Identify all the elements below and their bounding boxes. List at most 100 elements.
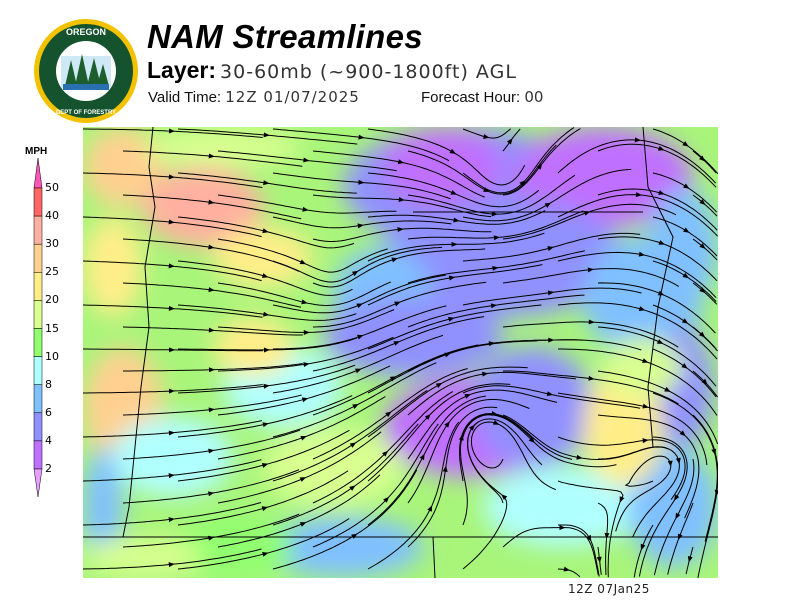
streamline-arrow bbox=[588, 375, 595, 381]
legend-tick: 30 bbox=[45, 237, 59, 251]
legend-swatch-15_20 bbox=[33, 300, 43, 329]
wind-speed-region bbox=[213, 227, 313, 287]
streamline-arrow bbox=[640, 543, 646, 551]
streamline-arrow bbox=[299, 522, 307, 527]
streamline-arrow bbox=[587, 267, 594, 273]
streamline-arrow bbox=[208, 535, 215, 541]
streamline-arrow bbox=[419, 453, 425, 461]
streamline-arrow bbox=[453, 217, 460, 223]
streamline-arrow bbox=[262, 551, 269, 557]
streamline-arrow bbox=[168, 263, 175, 269]
streamline-arrow bbox=[168, 473, 175, 479]
streamline bbox=[557, 568, 581, 578]
legend-swatch-10_15 bbox=[33, 328, 43, 357]
streamline-arrow bbox=[168, 347, 175, 353]
streamline-arrow bbox=[263, 347, 270, 353]
streamline-arrow bbox=[451, 241, 458, 247]
wind-speed-region bbox=[143, 127, 303, 167]
streamline-arrow bbox=[675, 457, 681, 465]
streamline-arrow bbox=[576, 454, 583, 460]
streamline-arrow bbox=[299, 259, 307, 265]
streamline-arrow bbox=[208, 244, 215, 250]
streamline-arrow bbox=[583, 210, 591, 216]
streamline-arrow bbox=[397, 159, 405, 165]
streamline-arrow bbox=[262, 422, 269, 428]
streamline bbox=[557, 302, 718, 360]
streamline-arrow bbox=[448, 275, 456, 281]
legend-swatch-8_10 bbox=[33, 356, 43, 385]
streamline-arrow bbox=[658, 190, 665, 195]
streamline-arrow bbox=[657, 145, 665, 151]
legend-tick: 2 bbox=[45, 462, 52, 475]
streamline-arrow bbox=[168, 517, 175, 523]
streamline-arrow bbox=[351, 270, 359, 277]
streamline-arrow bbox=[547, 290, 555, 296]
legend-tick: 50 bbox=[45, 181, 59, 194]
streamline-arrow bbox=[559, 525, 566, 531]
streamline-arrow bbox=[208, 153, 215, 159]
streamline-arrow bbox=[385, 411, 392, 418]
odf-logo: OREGON DEPT OF FORESTRY bbox=[34, 19, 138, 123]
page-title: NAM Streamlines bbox=[147, 18, 423, 55]
streamline-arrow bbox=[698, 155, 706, 162]
streamline-arrow bbox=[642, 403, 649, 409]
streamline bbox=[692, 282, 718, 305]
streamline-arrow bbox=[547, 246, 554, 251]
streamline-arrow bbox=[677, 533, 683, 541]
streamline-arrow bbox=[701, 378, 708, 385]
streamline-arrow bbox=[491, 211, 498, 217]
streamline-arrow bbox=[667, 460, 673, 467]
streamline bbox=[692, 238, 718, 261]
wind-speed-region bbox=[648, 187, 718, 307]
streamline-arrow bbox=[664, 386, 671, 392]
streamline-arrow bbox=[263, 132, 270, 138]
streamline bbox=[652, 128, 718, 175]
streamline-arrow bbox=[262, 228, 269, 234]
streamline bbox=[557, 480, 624, 578]
streamline-arrow bbox=[397, 227, 404, 233]
streamline-arrow bbox=[681, 363, 688, 369]
legend-swatch-25_30 bbox=[33, 243, 43, 273]
streamline-arrow bbox=[168, 562, 175, 568]
streamline-arrow bbox=[642, 438, 649, 444]
streamline-arrow bbox=[168, 128, 175, 134]
streamline-arrow bbox=[501, 494, 508, 501]
streamline-arrow bbox=[168, 305, 175, 311]
streamline-arrow bbox=[168, 388, 175, 394]
legend-tick: 40 bbox=[45, 209, 59, 223]
streamline-arrow bbox=[604, 532, 610, 539]
streamline-arrow bbox=[596, 556, 602, 563]
wind-speed-region bbox=[263, 517, 423, 577]
streamline-arrow bbox=[493, 235, 500, 241]
streamline-arrow bbox=[699, 287, 706, 294]
streamline-arrow bbox=[687, 555, 693, 563]
legend-tick: 4 bbox=[45, 433, 52, 447]
streamline-arrow bbox=[208, 491, 215, 497]
legend-tick: 20 bbox=[45, 293, 59, 307]
streamline bbox=[633, 524, 654, 578]
streamline-arrow bbox=[427, 505, 433, 512]
streamline-arrow bbox=[208, 327, 215, 333]
streamline-arrow bbox=[638, 251, 645, 257]
streamline-arrow bbox=[656, 339, 664, 344]
streamline-arrow bbox=[544, 202, 552, 208]
streamline-arrow bbox=[299, 477, 307, 482]
streamline-arrow bbox=[634, 137, 641, 143]
wind-speed-region bbox=[513, 127, 693, 227]
legend-swatch-20_25 bbox=[33, 272, 43, 301]
streamline-arrow bbox=[683, 227, 690, 233]
valid-time-value: 12Z 01/07/2025 bbox=[225, 88, 360, 106]
legend-unit: MPH bbox=[25, 146, 48, 157]
streamline-arrow bbox=[699, 243, 706, 249]
legend-swatch-4_6 bbox=[33, 412, 43, 442]
streamline-arrow bbox=[458, 434, 464, 441]
wind-speed-region bbox=[263, 427, 403, 507]
streamline-arrow bbox=[168, 174, 175, 180]
legend-arrow-bottom bbox=[33, 468, 43, 498]
legend-tick: 25 bbox=[45, 265, 59, 279]
streamline-arrow bbox=[681, 318, 689, 324]
valid-time: Valid Time: 12Z 01/07/2025 bbox=[148, 88, 360, 106]
layer-label: Layer: bbox=[147, 57, 217, 83]
streamline-arrow bbox=[442, 465, 448, 472]
timestamp: 12Z 07Jan25 bbox=[568, 582, 650, 596]
